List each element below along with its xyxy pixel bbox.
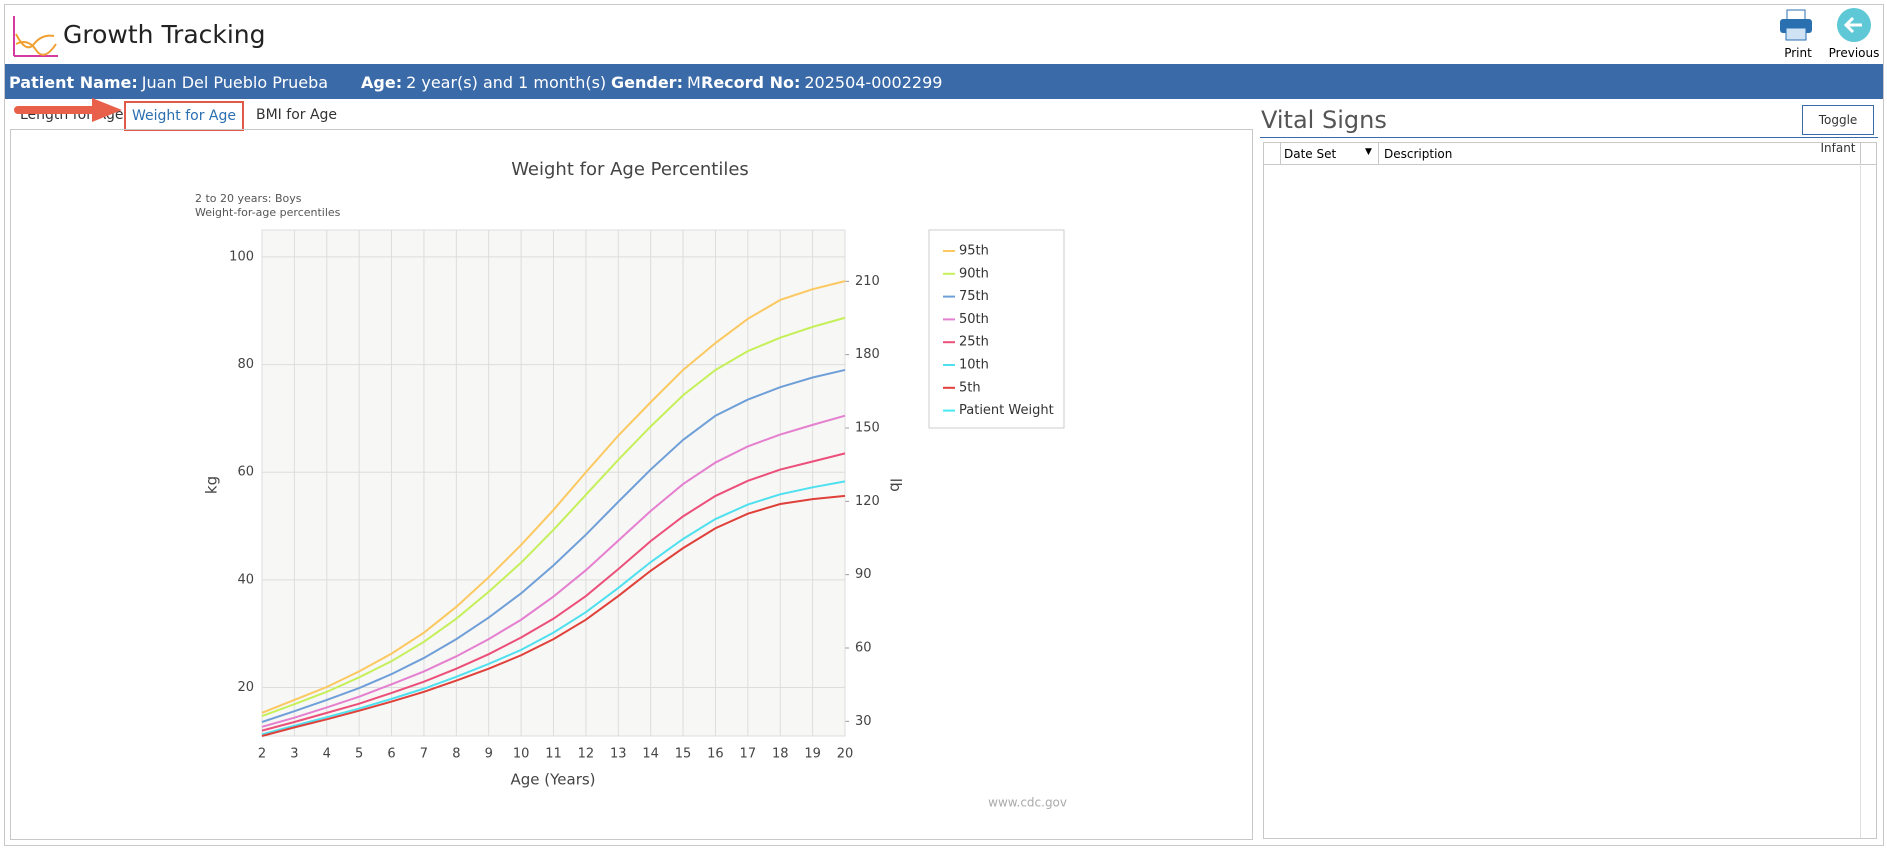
- series-line: [261, 368, 846, 723]
- y2-tick-label: 150: [855, 421, 880, 436]
- y-axis-label: kg: [203, 476, 221, 494]
- x-tick-label: 4: [323, 747, 331, 762]
- y-tick-label: 40: [237, 572, 254, 587]
- series-line: [261, 280, 846, 714]
- x-tick-label: 9: [485, 747, 493, 762]
- y2-tick-label: 120: [855, 494, 880, 509]
- legend-label: Patient Weight: [959, 403, 1054, 418]
- x-tick-label: 8: [452, 747, 460, 762]
- legend: [928, 229, 1065, 429]
- x-tick-label: 7: [420, 747, 428, 762]
- x-tick-label: 20: [837, 747, 854, 762]
- panel-title: Vital Signs: [1261, 106, 1387, 134]
- app-title: Growth Tracking: [63, 20, 266, 49]
- y2-tick-label: 30: [855, 714, 872, 729]
- x-tick-label: 2: [258, 747, 266, 762]
- legend-label: 50th: [959, 312, 989, 327]
- chart-panel: [10, 129, 1253, 840]
- previous-button[interactable]: [1837, 8, 1871, 42]
- column-header[interactable]: Date Set: [1284, 147, 1337, 161]
- print-icon: [1780, 9, 1812, 41]
- y-tick-label: 60: [237, 465, 254, 480]
- legend-label: 25th: [959, 335, 989, 350]
- y-tick-label: 80: [237, 357, 254, 372]
- y2-axis-label: lb: [887, 478, 905, 492]
- x-tick-label: 11: [545, 747, 562, 762]
- x-tick-label: 18: [772, 747, 789, 762]
- previous-label[interactable]: Previous: [1828, 46, 1880, 60]
- y-tick-label: 100: [229, 249, 254, 264]
- x-axis-label: Age (Years): [510, 771, 595, 789]
- source: www.cdc.gov: [988, 796, 1067, 810]
- y2-tick-label: 180: [855, 347, 880, 362]
- x-tick-label: 3: [290, 747, 298, 762]
- y2-tick-label: 210: [855, 274, 880, 289]
- x-tick-label: 5: [355, 747, 363, 762]
- table-header: Date Set ▼ Description: [1264, 143, 1876, 165]
- series-line: [261, 452, 846, 732]
- x-tick-label: 19: [804, 747, 821, 762]
- field-label: Age:: [361, 73, 403, 92]
- field-label: Patient Name:: [9, 73, 138, 92]
- legend-label: 90th: [959, 266, 989, 281]
- x-tick-label: 16: [707, 747, 724, 762]
- x-tick-label: 10: [513, 747, 530, 762]
- series-line: [261, 316, 846, 718]
- field-label: Gender:: [611, 73, 683, 92]
- patient-field: Patient Name: Juan Del Pueblo Prueba: [9, 73, 328, 92]
- scrollbar[interactable]: [1860, 164, 1877, 838]
- toggle-button[interactable]: Toggle Infant: [1802, 105, 1874, 155]
- patient-bar: Patient Name: Juan Del Pueblo Prueba Age:…: [5, 64, 1883, 99]
- x-tick-label: 15: [675, 747, 692, 762]
- x-tick-label: 13: [610, 747, 627, 762]
- x-tick-label: 17: [740, 747, 757, 762]
- tab-active[interactable]: Weight for Age: [124, 101, 244, 131]
- print-label[interactable]: Print: [1784, 46, 1812, 60]
- legend-label: 5th: [959, 380, 981, 395]
- legend-label: 75th: [959, 289, 989, 304]
- y2-tick-label: 60: [855, 641, 872, 656]
- patient-field: Record No: 202504-0002299: [701, 73, 942, 92]
- vitals-table: Date Set ▼ Description: [1263, 142, 1877, 839]
- field-value: 202504-0002299: [804, 73, 943, 92]
- chart-subtitle: Weight-for-age percentiles: [195, 206, 341, 219]
- divider: [1260, 137, 1878, 138]
- x-tick-label: 6: [387, 747, 395, 762]
- x-tick-label: 14: [642, 747, 659, 762]
- series-line: [261, 414, 846, 728]
- patient-field: Gender: M: [611, 73, 701, 92]
- x-tick-label: 12: [578, 747, 595, 762]
- annotation-arrow: [14, 98, 122, 122]
- field-value: 2 year(s) and 1 month(s): [406, 73, 607, 92]
- print-button[interactable]: [1778, 8, 1818, 44]
- field-value: Juan Del Pueblo Prueba: [141, 73, 329, 92]
- y2-tick-label: 90: [855, 567, 872, 582]
- chart-subtitle: 2 to 20 years: Boys: [195, 192, 302, 205]
- series-line: [261, 480, 846, 736]
- legend-label: 10th: [959, 358, 989, 373]
- frame: [4, 4, 1884, 846]
- tab[interactable]: BMI for Age: [256, 107, 338, 123]
- series-line: [261, 494, 846, 737]
- legend-label: 95th: [959, 244, 989, 259]
- field-label: Record No:: [701, 73, 801, 92]
- chart-title: Weight for Age Percentiles: [511, 159, 749, 180]
- field-value: M: [686, 73, 701, 92]
- patient-field: Age: 2 year(s) and 1 month(s): [361, 73, 606, 92]
- y-tick-label: 20: [237, 680, 254, 695]
- column-header[interactable]: Description: [1384, 147, 1453, 161]
- arrow-icon: [1843, 16, 1862, 34]
- logo: [13, 16, 58, 57]
